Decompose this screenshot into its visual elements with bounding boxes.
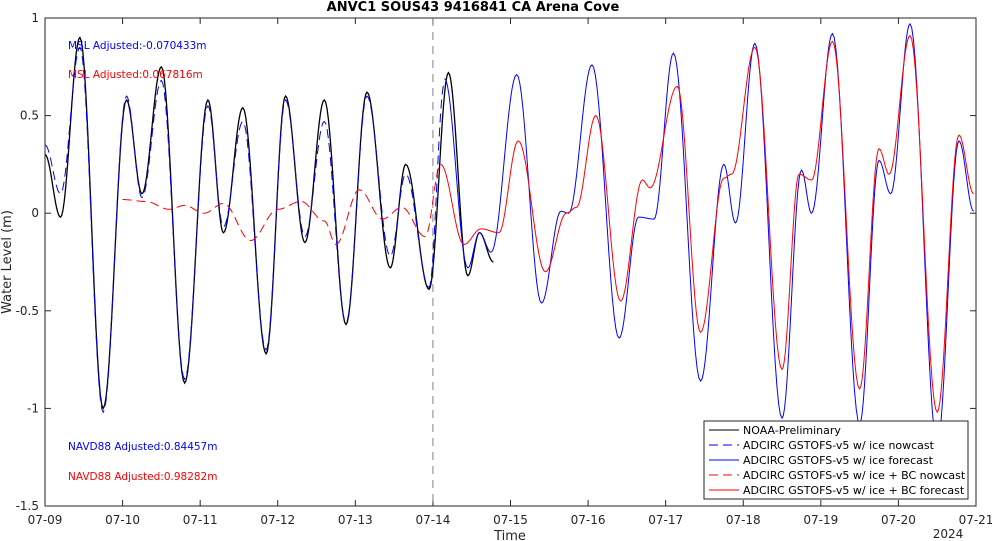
x-axis-year-label: 2024 <box>933 527 964 541</box>
x-tick-label: 07-17 <box>648 513 683 527</box>
x-tick-label: 07-11 <box>183 513 218 527</box>
x-tick-label: 07-21 <box>959 513 992 527</box>
x-tick-label: 07-13 <box>338 513 373 527</box>
y-tick-label: -1.5 <box>16 499 39 513</box>
x-tick-label: 07-10 <box>105 513 140 527</box>
series-line-1 <box>45 46 445 414</box>
x-axis-label: Time <box>493 529 526 541</box>
navd88-adjusted-red-label: NAVD88 Adjusted:0.98282m <box>68 471 217 483</box>
msl-adjusted-red-label: MSL Adjusted:0.067816m <box>68 69 203 81</box>
x-tick-label: 07-18 <box>726 513 761 527</box>
navd88-adjusted-blue-label: NAVD88 Adjusted:0.84457m <box>68 441 217 453</box>
y-tick-label: 0 <box>31 206 39 220</box>
msl-adjusted-blue-label: MSL Adjusted:-0.070433m <box>68 40 207 52</box>
chart-title: ANVC1 SOUS43 9416841 CA Arena Cove <box>327 0 620 15</box>
y-tick-label: -0.5 <box>16 304 39 318</box>
x-tick-label: 07-14 <box>415 513 450 527</box>
legend-entry-label: ADCIRC GSTOFS-v5 w/ ice nowcast <box>743 439 935 452</box>
y-axis-label: Water Level (m) <box>0 210 15 314</box>
x-tick-label: 07-09 <box>28 513 63 527</box>
y-tick-label: 1 <box>31 11 39 25</box>
x-tick-label: 07-20 <box>881 513 916 527</box>
series-line-4 <box>440 34 974 414</box>
legend-entry-label: ADCIRC GSTOFS-v5 w/ ice + BC forecast <box>743 484 965 497</box>
legend-entry-label: ADCIRC GSTOFS-v5 w/ ice + BC nowcast <box>743 469 966 482</box>
y-tick-label: -1 <box>27 401 39 415</box>
y-tick-label: 0.5 <box>20 109 39 123</box>
x-tick-label: 07-12 <box>260 513 295 527</box>
series-line-3 <box>122 163 441 245</box>
legend-entry-label: NOAA-Preliminary <box>743 424 841 437</box>
legend-box <box>703 420 969 500</box>
legend: NOAA-Preliminary ADCIRC GSTOFS-v5 w/ ice … <box>703 420 969 500</box>
legend-entry-label: ADCIRC GSTOFS-v5 w/ ice forecast <box>743 454 934 467</box>
x-tick-label: 07-16 <box>571 513 606 527</box>
x-tick-label: 07-19 <box>803 513 838 527</box>
x-tick-label: 07-15 <box>493 513 528 527</box>
